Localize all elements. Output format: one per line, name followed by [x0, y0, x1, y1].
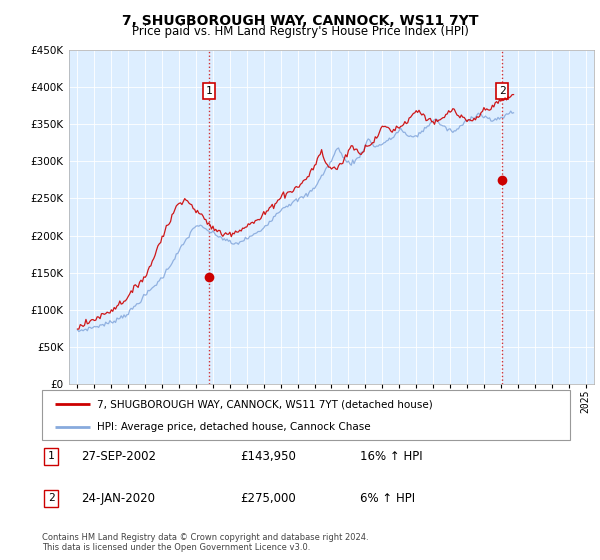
Text: Price paid vs. HM Land Registry's House Price Index (HPI): Price paid vs. HM Land Registry's House … [131, 25, 469, 38]
Text: 27-SEP-2002: 27-SEP-2002 [81, 450, 156, 463]
Text: 1: 1 [205, 86, 212, 96]
Text: 2: 2 [47, 493, 55, 503]
Text: Contains HM Land Registry data © Crown copyright and database right 2024.: Contains HM Land Registry data © Crown c… [42, 533, 368, 542]
Text: 24-JAN-2020: 24-JAN-2020 [81, 492, 155, 505]
Text: 16% ↑ HPI: 16% ↑ HPI [360, 450, 422, 463]
Text: £143,950: £143,950 [240, 450, 296, 463]
Text: 7, SHUGBOROUGH WAY, CANNOCK, WS11 7YT (detached house): 7, SHUGBOROUGH WAY, CANNOCK, WS11 7YT (d… [97, 399, 433, 409]
Text: 7, SHUGBOROUGH WAY, CANNOCK, WS11 7YT: 7, SHUGBOROUGH WAY, CANNOCK, WS11 7YT [122, 14, 478, 28]
Text: HPI: Average price, detached house, Cannock Chase: HPI: Average price, detached house, Cann… [97, 422, 371, 432]
Text: 2: 2 [499, 86, 505, 96]
FancyBboxPatch shape [42, 390, 570, 440]
Text: £275,000: £275,000 [240, 492, 296, 505]
Text: This data is licensed under the Open Government Licence v3.0.: This data is licensed under the Open Gov… [42, 543, 310, 552]
Text: 1: 1 [47, 451, 55, 461]
Text: 6% ↑ HPI: 6% ↑ HPI [360, 492, 415, 505]
